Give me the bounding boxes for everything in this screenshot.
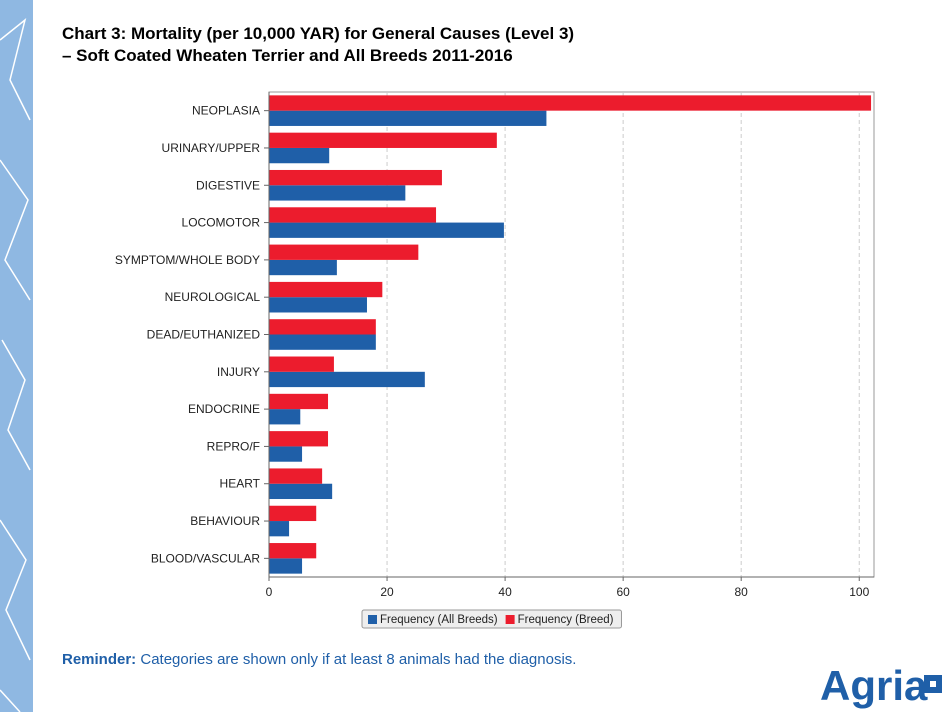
- bar: [269, 543, 317, 559]
- legend-swatch: [368, 615, 377, 624]
- bar: [269, 169, 442, 186]
- footer-text: Categories are shown only if at least 8 …: [140, 651, 576, 668]
- side-pattern: [0, 18, 31, 713]
- legend-label: Frequency (Breed): [518, 614, 614, 626]
- legend-swatch: [505, 615, 515, 624]
- x-tick-label: 40: [498, 585, 512, 599]
- legend-label: Frequency (All Breeds): [380, 614, 498, 626]
- side-strip: [0, 0, 33, 712]
- bar: [269, 356, 334, 372]
- y-tick-label: ENDOCRINE: [188, 402, 260, 416]
- bar: [269, 207, 437, 223]
- logo: Agria: [820, 662, 928, 709]
- bar: [269, 132, 497, 148]
- bar: [269, 371, 425, 388]
- bar: [269, 409, 301, 425]
- y-tick-label: LOCOMOTOR: [182, 216, 261, 230]
- bar: [269, 185, 406, 201]
- footer-note: Reminder: Categories are shown only if a…: [62, 651, 576, 668]
- bar: [269, 244, 419, 260]
- bar: [269, 521, 290, 537]
- bar: [269, 334, 376, 350]
- bar: [269, 147, 330, 164]
- y-tick-label: DEAD/EUTHANIZED: [147, 328, 261, 342]
- y-tick-label: INJURY: [217, 365, 260, 379]
- chart-subtitle: – Soft Coated Wheaten Terrier and All Br…: [62, 46, 513, 65]
- y-tick-label: DIGESTIVE: [196, 178, 260, 192]
- footer-label: Reminder:: [62, 651, 136, 668]
- bar: [269, 110, 547, 126]
- bar: [269, 259, 337, 276]
- bar: [269, 558, 303, 574]
- x-tick-label: 60: [616, 585, 630, 599]
- y-tick-label: BLOOD/VASCULAR: [151, 551, 260, 565]
- bar: [269, 95, 872, 111]
- bar: [269, 393, 329, 410]
- bar: [269, 319, 376, 335]
- y-tick-label: HEART: [220, 477, 261, 491]
- x-tick-label: 100: [849, 585, 869, 599]
- bar: [269, 222, 504, 238]
- bar: [269, 446, 303, 462]
- y-tick-label: BEHAVIOUR: [190, 514, 260, 528]
- x-tick-label: 0: [266, 585, 273, 599]
- y-tick-label: REPRO/F: [207, 439, 260, 453]
- y-tick-label: NEUROLOGICAL: [165, 290, 261, 304]
- legend: Frequency (All Breeds) Frequency (Breed): [361, 609, 622, 629]
- x-tick-label: 80: [735, 585, 749, 599]
- bar: [269, 281, 383, 298]
- x-tick-label: 20: [380, 585, 394, 599]
- bar: [269, 505, 317, 522]
- bar: [269, 431, 329, 447]
- y-tick-label: URINARY/UPPER: [162, 141, 261, 155]
- bar: [269, 468, 323, 484]
- logo-mark-inner: [930, 681, 936, 687]
- bar: [269, 483, 333, 500]
- bar: [269, 297, 367, 313]
- y-tick-label: SYMPTOM/WHOLE BODY: [115, 253, 260, 267]
- y-tick-label: NEOPLASIA: [192, 104, 260, 118]
- chart-title: Chart 3: Mortality (per 10,000 YAR) for …: [62, 24, 574, 43]
- legend-box: [361, 609, 622, 629]
